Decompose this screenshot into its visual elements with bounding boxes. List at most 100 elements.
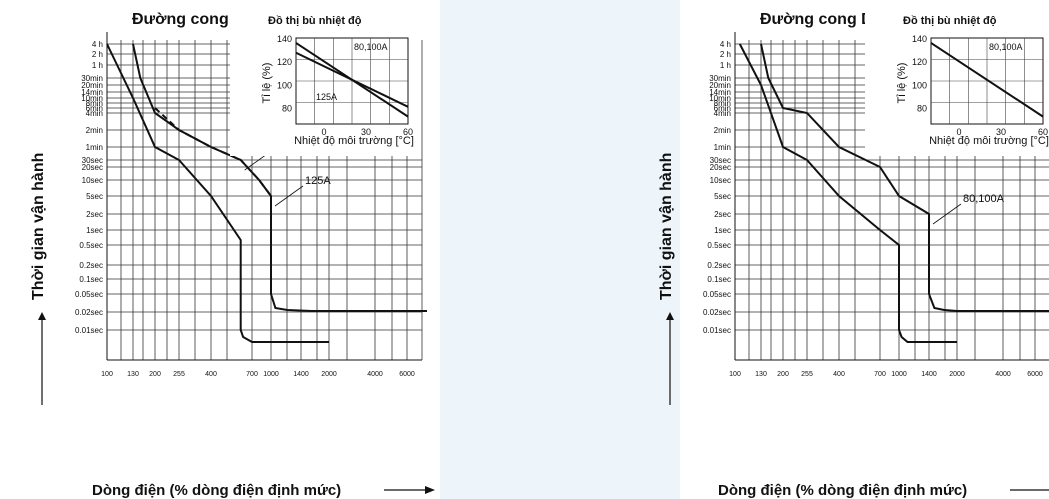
y-tick-label: 8min [714, 99, 731, 108]
x-tick-label: 1400 [921, 371, 937, 378]
inset-x-tick: 30 [996, 127, 1006, 137]
inset-series-label: 80,100A [354, 42, 388, 52]
y-axis-title: Thời gian vận hành [658, 153, 675, 300]
y-tick-label: 0.05sec [703, 290, 731, 299]
inset-y-tick: 140 [912, 34, 927, 44]
inset-y-tick: 100 [912, 80, 927, 90]
x-tick-label: 130 [755, 371, 767, 378]
series-line [132, 43, 427, 312]
inset: Đồ thị bù nhiệt độ 140 120 100 80 0 30 60 Tỉ lệ … [865, 6, 1049, 156]
y-tick-label: 0.5sec [707, 241, 731, 250]
x-tick-label: 200 [777, 371, 789, 378]
series-line [106, 43, 329, 343]
chart-title: Đường cong D [760, 11, 873, 28]
x-tick-label: 4000 [995, 371, 1011, 378]
y-tick-label: 10sec [82, 176, 103, 185]
y-tick-label: 30sec [82, 156, 103, 165]
y-tick-label: 1 h [720, 61, 731, 70]
series-line [154, 107, 272, 197]
chart-panel-2: Đường cong D 4 h2 h 1 h 30min20min14min10mi… [658, 6, 1049, 499]
y-tick-label: 0.01sec [703, 326, 731, 335]
y-tick-label: 1sec [86, 226, 103, 235]
y-tick-label: 30min [81, 74, 103, 83]
y-tick-label: 2 h [92, 50, 103, 59]
y-tick-label: 0.02sec [75, 308, 103, 317]
y-tick-label: 6min [714, 104, 731, 113]
y-tick-label: 2sec [86, 210, 103, 219]
y-tick-label: 1min [714, 143, 731, 152]
y-tick-label: 2min [714, 126, 731, 135]
series-line [738, 43, 957, 343]
y-tick-label: 10min [709, 94, 731, 103]
y-tick-label: 20min [709, 81, 731, 90]
x-tick-label: 100 [101, 371, 113, 378]
y-tick-label: 6min [86, 104, 103, 113]
y-tick-label: 0.02sec [703, 308, 731, 317]
series-line [760, 43, 1049, 312]
y-tick-label: 10min [81, 94, 103, 103]
inset-title: Đồ thị bù nhiệt độ [903, 15, 997, 27]
y-tick-label: 1 h [92, 61, 103, 70]
inset-y-tick: 100 [277, 80, 292, 90]
inset-series-line [295, 51, 409, 108]
inset-x-tick: 30 [361, 127, 371, 137]
inset-x-title: Nhiệt độ môi trường [°C] [929, 135, 1049, 147]
y-tick-label: 0.1sec [707, 275, 731, 284]
x-tick-label: 400 [833, 371, 845, 378]
x-arrow-head [425, 486, 435, 494]
inset-y-tick: 120 [912, 57, 927, 67]
x-tick-label: 4000 [367, 371, 383, 378]
y-tick-label: 0.01sec [75, 326, 103, 335]
x-tick-label: 200 [149, 371, 161, 378]
series-label-leader [932, 203, 962, 225]
x-tick-label: 700 [246, 371, 258, 378]
x-tick-label: 100 [729, 371, 741, 378]
y-tick-label: 0.2sec [707, 261, 731, 270]
inset-x-tick: 60 [1038, 127, 1048, 137]
x-tick-label: 1000 [263, 371, 279, 378]
inset-y-tick: 140 [277, 34, 292, 44]
inset-y-tick: 120 [277, 57, 292, 67]
x-tick-label: 2000 [949, 371, 965, 378]
x-axis-title: Dòng điện (% dòng điện định mức) [718, 482, 967, 499]
y-arrow-head [666, 312, 674, 320]
x-tick-label: 6000 [1027, 371, 1043, 378]
chart-panel-1: Đường cong C 4 h2 h 1 h 30min20min14min10mi… [30, 6, 435, 499]
inset-series-label: 80,100A [989, 42, 1023, 52]
y-tick-label: 5sec [86, 192, 103, 201]
y-tick-label: 20sec [82, 163, 103, 172]
y-tick-label: 0.2sec [79, 261, 103, 270]
y-tick-label: 14min [709, 88, 731, 97]
x-tick-label: 1400 [293, 371, 309, 378]
x-tick-label: 6000 [399, 371, 415, 378]
series-label: 125A [305, 175, 331, 187]
y-tick-label: 2min [86, 126, 103, 135]
y-tick-label: 30sec [710, 156, 731, 165]
y-tick-label: 10sec [710, 176, 731, 185]
y-tick-label: 4min [86, 109, 103, 118]
inset-y-title: Tỉ lệ (%) [896, 63, 908, 104]
y-tick-label: 0.1sec [79, 275, 103, 284]
y-tick-label: 20sec [710, 163, 731, 172]
y-tick-label: 1sec [714, 226, 731, 235]
inset-series-label: 125A [316, 92, 337, 102]
x-tick-label: 400 [205, 371, 217, 378]
inset-series-line [930, 42, 1044, 118]
inset: Đồ thị bù nhiệt độ 140 120 100 80 0 30 60 Tỉ lệ … [230, 6, 414, 156]
y-tick-label: 5sec [714, 192, 731, 201]
y-tick-label: 30min [709, 74, 731, 83]
inset-title: Đồ thị bù nhiệt độ [268, 15, 362, 27]
series-label-leader [274, 185, 304, 207]
x-tick-label: 255 [801, 371, 813, 378]
inset-y-tick: 80 [917, 104, 927, 114]
y-tick-label: 20min [81, 81, 103, 90]
y-tick-label: 4 h [720, 40, 731, 49]
y-tick-label: 0.05sec [75, 290, 103, 299]
inset-x-tick: 0 [956, 127, 961, 137]
y-tick-label: 8min [86, 99, 103, 108]
y-tick-label: 14min [81, 88, 103, 97]
inset-x-tick: 0 [321, 127, 326, 137]
x-tick-label: 2000 [321, 371, 337, 378]
x-tick-label: 1000 [891, 371, 907, 378]
